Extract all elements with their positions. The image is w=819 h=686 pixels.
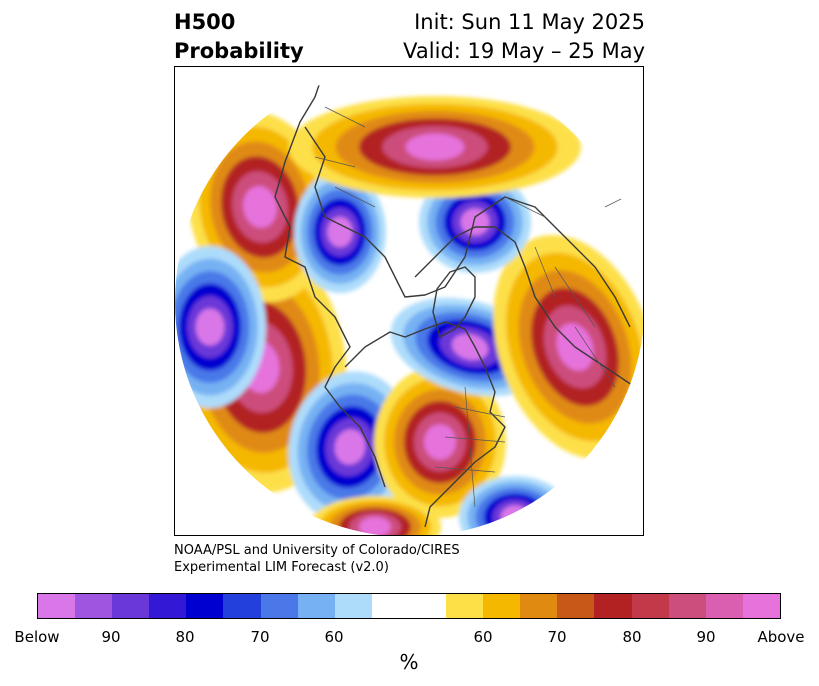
colorbar-tick-label: 80	[175, 628, 195, 646]
colorbar-tick-label: 90	[101, 628, 121, 646]
anomaly-arctic-ridge	[289, 96, 581, 198]
anomaly-field	[175, 67, 643, 535]
colorbar-tick-label: 70	[250, 628, 270, 646]
colorbar-tick-label: 80	[622, 628, 642, 646]
coastline-greenland	[432, 266, 476, 338]
colorbar-swatch	[742, 594, 780, 618]
colorbar-swatch	[520, 594, 558, 618]
colorbar-swatch	[631, 594, 669, 618]
colorbar-swatch	[483, 594, 521, 618]
credit-line-2: Experimental LIM Forecast (v2.0)	[174, 560, 389, 575]
colorbar-swatch	[297, 594, 335, 618]
colorbar-tick-label: 70	[547, 628, 567, 646]
map-title-right: Init: Sun 11 May 2025 Valid: 19 May – 25…	[403, 8, 645, 66]
colorbar-swatch	[668, 594, 706, 618]
valid-period: Valid: 19 May – 25 May	[403, 39, 645, 63]
colorbar-swatch	[557, 594, 595, 618]
credit-line-1: NOAA/PSL and University of Colorado/CIRE…	[174, 543, 460, 558]
credit-text: NOAA/PSL and University of Colorado/CIRE…	[174, 542, 460, 576]
colorbar-swatch	[38, 594, 76, 618]
colorbar-tick-label: 90	[696, 628, 716, 646]
coastline-north-america	[344, 321, 506, 528]
anomaly-east-asia	[294, 171, 386, 293]
colorbar-tick-label: Below	[14, 628, 60, 646]
colorbar-swatch	[371, 594, 409, 618]
colorbar-swatch	[223, 594, 261, 618]
coastline-eurasia	[304, 126, 631, 328]
title-variable: H500	[174, 10, 236, 34]
init-date: Init: Sun 11 May 2025	[414, 10, 645, 34]
colorbar-swatch	[149, 594, 187, 618]
map-title-left: H500 Probability	[174, 8, 304, 66]
colorbar-swatch	[75, 594, 113, 618]
colorbar-swatch	[594, 594, 632, 618]
colorbar-swatch	[334, 594, 372, 618]
colorbar-swatch	[186, 594, 224, 618]
probability-map	[174, 66, 644, 536]
coastline-europe	[414, 226, 636, 388]
colorbar-tick-label: 60	[473, 628, 493, 646]
probability-colorbar	[37, 593, 781, 619]
colorbar-swatch	[446, 594, 484, 618]
coastline-asia-pacific	[274, 67, 386, 488]
colorbar-swatch	[408, 594, 447, 618]
colorbar-unit: %	[399, 650, 419, 674]
polar-projection-map	[175, 67, 643, 535]
anomaly-western-us	[288, 371, 412, 523]
colorbar-tick-label: Above	[757, 628, 805, 646]
colorbar-swatch	[112, 594, 150, 618]
colorbar-swatch	[705, 594, 743, 618]
colorbar-swatch	[260, 594, 298, 618]
colorbar-tick-label: 60	[324, 628, 344, 646]
anomaly-gulf-ridge	[309, 496, 441, 535]
title-quantity: Probability	[174, 39, 304, 63]
